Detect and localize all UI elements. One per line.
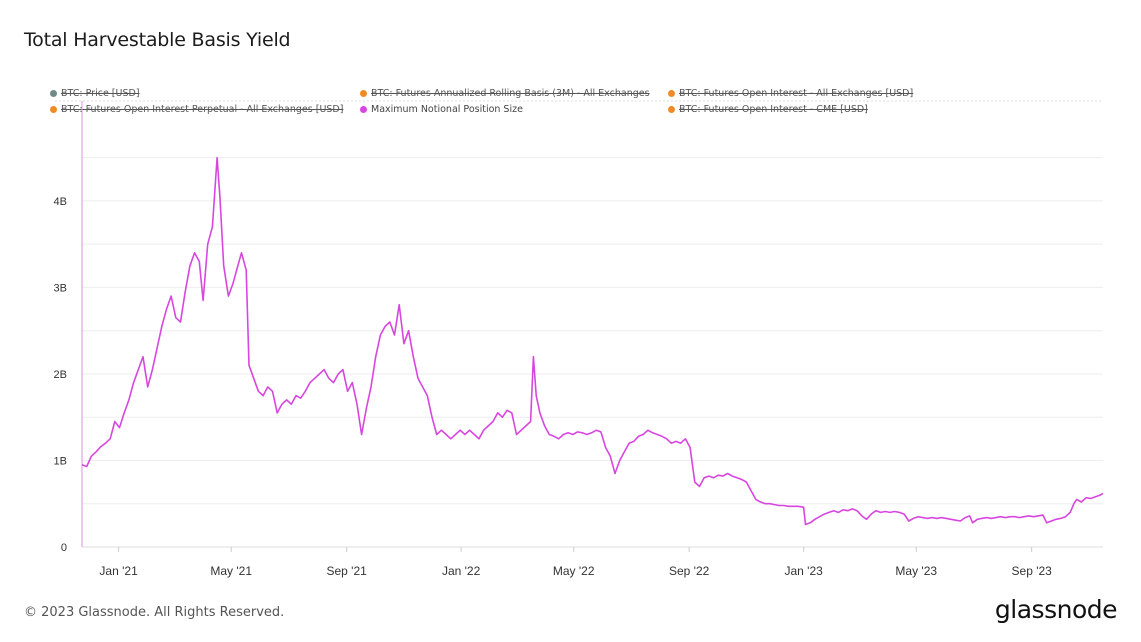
y-tick-label: 0 — [61, 542, 67, 554]
x-tick-label: Jan '21 — [99, 564, 138, 578]
legend-dot-icon — [360, 90, 367, 97]
x-tick-label: May '21 — [210, 564, 252, 578]
legend-label: BTC: Futures Open Interest Perpetual - A… — [61, 104, 344, 115]
copyright-text: © 2023 Glassnode. All Rights Reserved. — [24, 605, 285, 620]
legend-item-open-interest-perpetual[interactable]: BTC: Futures Open Interest Perpetual - A… — [50, 104, 343, 115]
x-tick-label: Jan '22 — [442, 564, 481, 578]
x-tick-label: Sep '23 — [1012, 564, 1053, 578]
legend-dot-icon — [668, 106, 675, 113]
y-tick-label: 3B — [54, 282, 67, 294]
legend-item-open-interest-cme[interactable]: BTC: Futures Open Interest - CME [USD] — [668, 104, 868, 115]
legend-dot-icon — [668, 90, 675, 97]
y-tick-label: 2B — [54, 369, 67, 381]
x-tick-label: May '22 — [553, 564, 595, 578]
y-tick-label: 1B — [54, 455, 67, 467]
x-axis: Jan '21 May '21 Sep '21 Jan '22 May '22 Sep '… — [82, 546, 1103, 578]
legend-dot-icon — [360, 106, 367, 113]
x-tick-label: May '23 — [895, 564, 937, 578]
grid-lines — [55, 100, 1103, 548]
legend-label: BTC: Futures Annualized Rolling Basis (3… — [371, 88, 650, 99]
legend-item-btc-price[interactable]: BTC: Price [USD] — [50, 88, 140, 99]
x-tick-label: Sep '21 — [326, 564, 367, 578]
y-axis: 0 1B 2B 3B 4B — [54, 196, 67, 554]
y-tick-label: 4B — [54, 196, 67, 208]
glassnode-logo: glassnode — [994, 595, 1118, 624]
legend-label: BTC: Futures Open Interest - All Exchang… — [679, 88, 914, 99]
series-layer — [81, 101, 1104, 547]
legend-label: Maximum Notional Position Size — [371, 104, 523, 115]
legend-label: BTC: Price [USD] — [61, 88, 140, 99]
legend-item-futures-basis[interactable]: BTC: Futures Annualized Rolling Basis (3… — [360, 88, 650, 99]
legend-item-open-interest-all[interactable]: BTC: Futures Open Interest - All Exchang… — [668, 88, 913, 99]
series-line-max-notional[interactable] — [81, 156, 1104, 526]
x-tick-label: Sep '22 — [669, 564, 710, 578]
legend-label: BTC: Futures Open Interest - CME [USD] — [679, 104, 868, 115]
legend-item-max-notional[interactable]: Maximum Notional Position Size — [360, 104, 523, 115]
legend-dot-icon — [50, 90, 57, 97]
legend-dot-icon — [50, 106, 57, 113]
x-tick-label: Jan '23 — [784, 564, 823, 578]
chart-title: Total Harvestable Basis Yield — [24, 29, 291, 51]
